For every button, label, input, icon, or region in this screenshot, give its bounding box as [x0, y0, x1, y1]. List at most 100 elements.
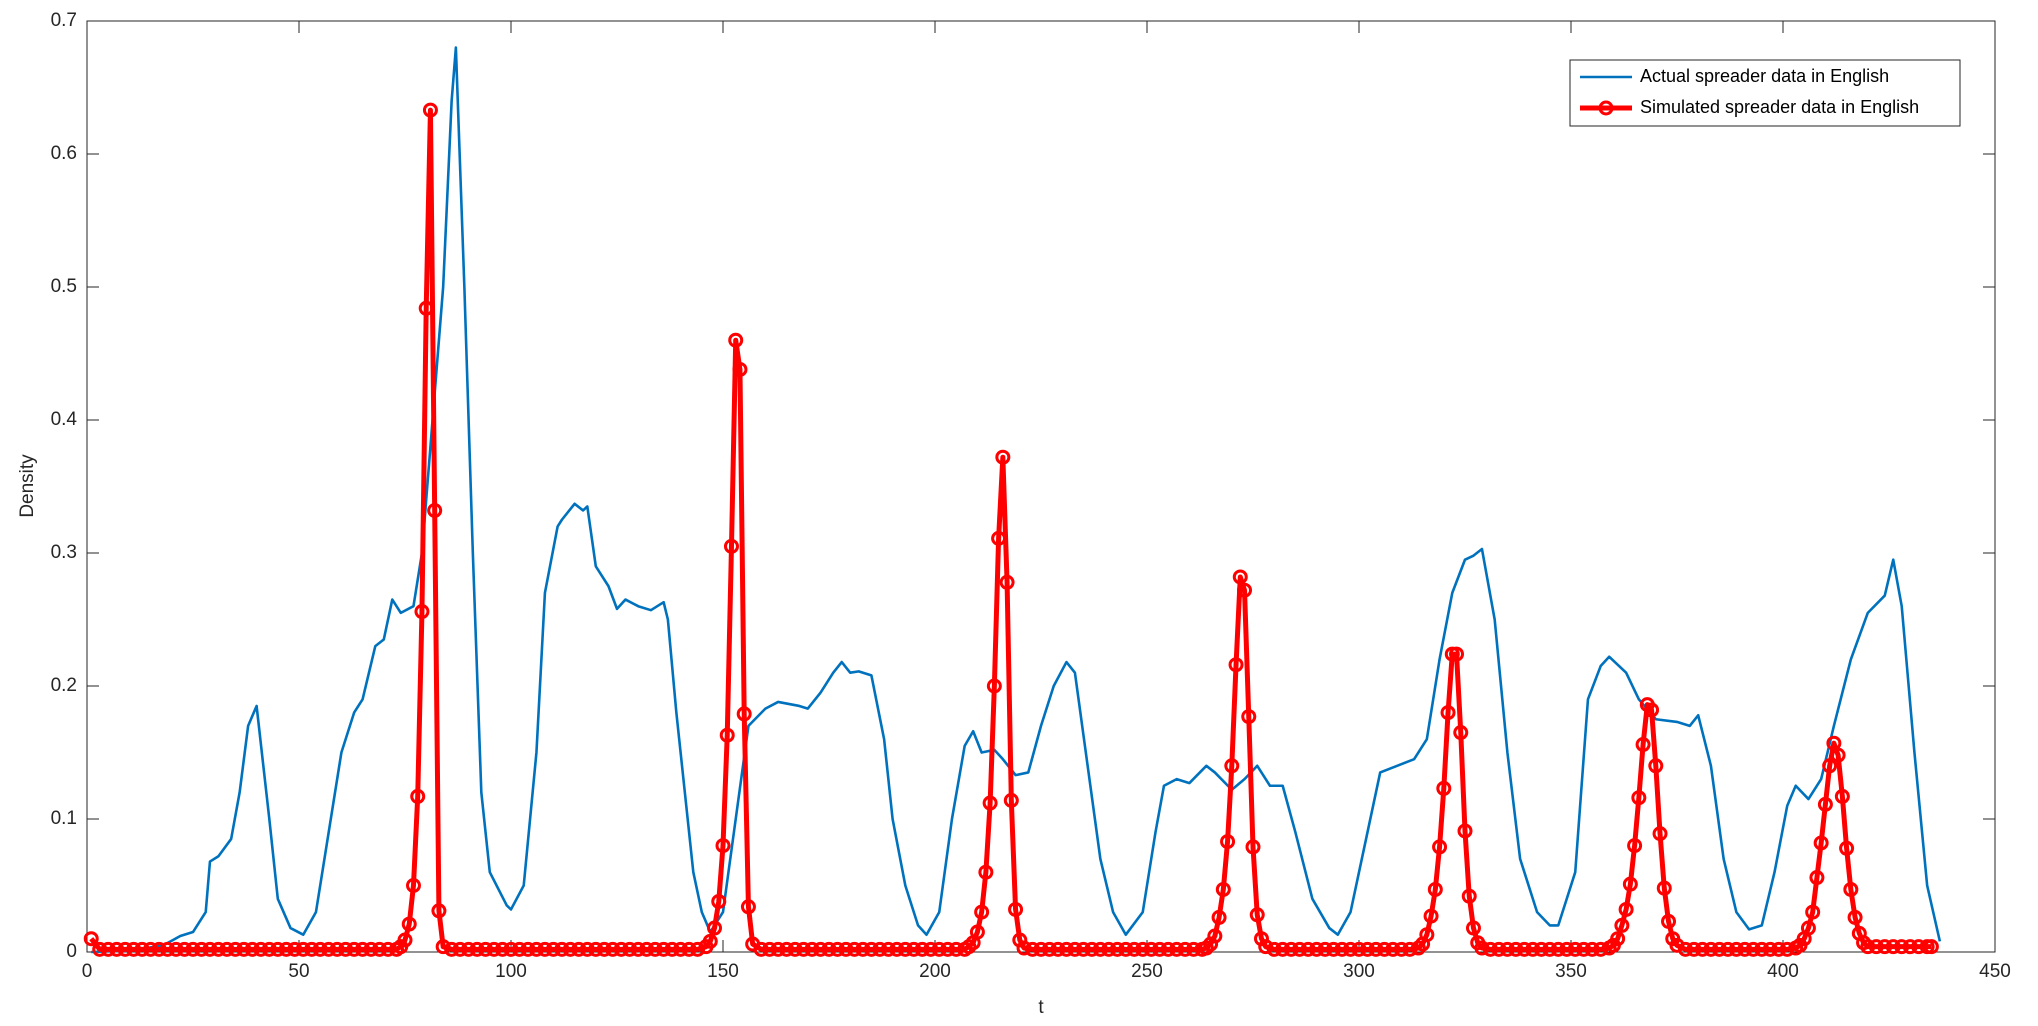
data-point [1343, 941, 1359, 957]
data-point [1326, 941, 1342, 957]
data-point [405, 878, 421, 893]
data-point [664, 941, 680, 957]
data-point [1419, 927, 1435, 943]
y-tick-label: 0.6 [51, 143, 77, 164]
data-point [1567, 941, 1583, 957]
data-point [715, 838, 731, 854]
data-point [1432, 839, 1448, 855]
data-point [1152, 941, 1168, 957]
data-point [1249, 907, 1265, 923]
data-point [1211, 909, 1227, 925]
data-point [1656, 880, 1672, 896]
data-point [117, 941, 133, 957]
data-point [143, 941, 159, 957]
data-point [1334, 941, 1350, 957]
data-point [1292, 941, 1308, 957]
data-point [1135, 941, 1151, 957]
data-point [511, 941, 527, 957]
x-tick-label: 50 [288, 961, 309, 982]
data-point [613, 941, 629, 957]
data-point [346, 941, 362, 957]
data-point [1050, 941, 1066, 957]
data-point [1461, 888, 1477, 904]
data-point [969, 924, 985, 940]
data-point [469, 941, 485, 957]
x-tick-label: 300 [1343, 961, 1375, 982]
data-point [1143, 941, 1159, 957]
data-point [1453, 725, 1469, 741]
y-tick-label: 0.2 [51, 675, 77, 696]
data-point [1868, 939, 1884, 955]
data-point [1661, 913, 1677, 929]
data-point [1275, 941, 1291, 957]
data-point [914, 941, 930, 957]
legend-marker [1598, 100, 1614, 116]
data-point [1423, 908, 1439, 924]
data-point [363, 941, 379, 957]
data-point [982, 795, 998, 811]
data-point [1631, 790, 1647, 806]
data-point [1393, 941, 1409, 957]
data-point [1533, 941, 1549, 957]
data-point [1368, 941, 1384, 957]
data-point [295, 941, 311, 957]
x-tick-label: 200 [919, 961, 951, 982]
data-point [435, 939, 451, 955]
data-point [991, 530, 1007, 546]
data-point [1309, 941, 1325, 957]
data-point [1860, 939, 1876, 955]
data-point [855, 941, 871, 957]
data-point [227, 941, 243, 957]
x-tick-label: 0 [82, 961, 93, 982]
data-point [1745, 941, 1761, 957]
data-point [1449, 646, 1465, 662]
data-point [1525, 941, 1541, 957]
data-point [422, 102, 438, 118]
data-point [728, 332, 744, 348]
data-point [1033, 941, 1049, 957]
data-point [656, 941, 672, 957]
data-point [1516, 941, 1532, 957]
data-point [418, 300, 434, 316]
data-point [732, 361, 748, 377]
data-point [1075, 941, 1091, 957]
data-point [1737, 941, 1753, 957]
data-point [1207, 928, 1223, 944]
data-point [673, 941, 689, 957]
y-tick-label: 0 [66, 941, 77, 962]
data-point [427, 502, 443, 518]
data-point [1550, 941, 1566, 957]
data-point [210, 941, 226, 957]
data-point [690, 941, 706, 957]
data-point [880, 941, 896, 957]
data-point [719, 727, 735, 743]
y-tick-label: 0.7 [51, 10, 77, 31]
data-point [1635, 737, 1651, 753]
data-point [1351, 941, 1367, 957]
data-point [889, 941, 905, 957]
data-point [813, 941, 829, 957]
data-point [168, 941, 184, 957]
data-point [1220, 834, 1236, 850]
data-point [846, 941, 862, 957]
data-point [478, 941, 494, 957]
data-point [444, 941, 460, 957]
legend: Actual spreader data in English Simulated… [1569, 59, 1961, 127]
x-tick-label: 450 [1979, 961, 2011, 982]
data-point [185, 941, 201, 957]
data-point [278, 941, 294, 957]
y-tick-label: 0.1 [51, 808, 77, 829]
data-point [1877, 939, 1893, 955]
data-point [821, 941, 837, 957]
x-axis-label: t [1038, 997, 1044, 1018]
data-point [872, 941, 888, 957]
data-point [236, 941, 252, 957]
data-point [770, 941, 786, 957]
data-point [1847, 909, 1863, 925]
data-point [312, 941, 328, 957]
data-point [452, 941, 468, 957]
data-point [1084, 941, 1100, 957]
y-axis-label: Density [17, 454, 38, 518]
y-tick-label: 0.5 [51, 276, 77, 297]
data-point [1237, 582, 1253, 598]
